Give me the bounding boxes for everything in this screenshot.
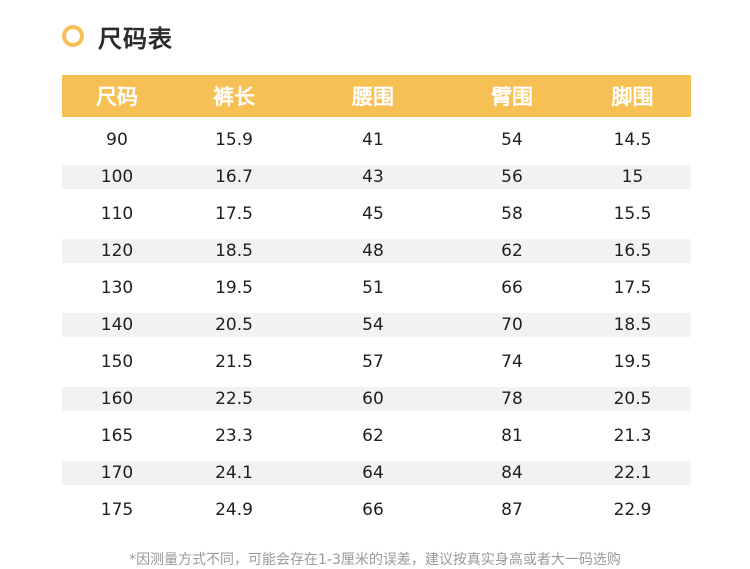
table-row: 150 21.5 57 74 19.5 — [62, 350, 691, 374]
table-row: 130 19.5 51 66 17.5 — [62, 276, 691, 300]
table-row: 140 20.5 54 70 18.5 — [62, 313, 691, 337]
cell-waist: 66 — [362, 500, 384, 520]
cell-pants-length: 23.3 — [215, 426, 253, 446]
cell-size: 160 — [100, 389, 134, 409]
cell-waist: 60 — [362, 389, 384, 409]
cell-size: 120 — [100, 241, 134, 261]
cell-size: 150 — [100, 352, 134, 372]
column-header-ankle: 脚围 — [611, 85, 654, 109]
table-row: 165 23.3 62 81 21.3 — [62, 424, 691, 448]
cell-pants-length: 16.7 — [215, 167, 253, 187]
cell-pants-length: 22.5 — [215, 389, 253, 409]
table-row: 120 18.5 48 62 16.5 — [62, 239, 691, 263]
cell-arm: 66 — [501, 278, 523, 298]
cell-pants-length: 19.5 — [215, 278, 253, 298]
cell-ankle: 21.3 — [613, 426, 652, 446]
column-header-waist: 腰围 — [352, 85, 394, 109]
cell-ankle: 20.5 — [613, 389, 652, 409]
table-row: 100 16.7 43 56 15 — [62, 165, 691, 189]
cell-pants-length: 24.9 — [215, 500, 253, 520]
cell-waist: 62 — [362, 426, 384, 446]
footnote: *因测量方式不同，可能会存在1-3厘米的误差，建议按真实身高或者大一码选购 — [129, 552, 621, 568]
cell-size: 130 — [100, 278, 134, 298]
cell-ankle: 14.5 — [613, 130, 652, 150]
cell-pants-length: 24.1 — [215, 463, 253, 483]
table-row: 90 15.9 41 54 14.5 — [62, 128, 691, 152]
size-table: 尺码 裤长 腰围 臂围 脚围 90 15.9 41 54 14.5 100 16… — [62, 75, 691, 522]
table-row: 110 17.5 45 58 15.5 — [62, 202, 691, 226]
cell-ankle: 17.5 — [613, 278, 652, 298]
cell-pants-length: 21.5 — [215, 352, 253, 372]
cell-ankle: 19.5 — [613, 352, 652, 372]
cell-pants-length: 18.5 — [215, 241, 253, 261]
cell-arm: 78 — [501, 389, 523, 409]
cell-waist: 51 — [362, 278, 384, 298]
cell-ankle: 22.1 — [613, 463, 652, 483]
cell-waist: 48 — [362, 241, 384, 261]
column-header-pants-length: 裤长 — [213, 85, 255, 109]
cell-waist: 45 — [362, 204, 384, 224]
column-header-size: 尺码 — [96, 85, 138, 109]
cell-arm: 81 — [501, 426, 523, 446]
cell-waist: 54 — [362, 315, 384, 335]
cell-pants-length: 15.9 — [215, 130, 253, 150]
section-header: 尺码表 — [62, 18, 173, 54]
cell-size: 170 — [100, 463, 134, 483]
cell-arm: 70 — [501, 315, 523, 335]
cell-ankle: 18.5 — [613, 315, 652, 335]
cell-pants-length: 20.5 — [215, 315, 253, 335]
cell-arm: 87 — [501, 500, 523, 520]
cell-size: 140 — [100, 315, 134, 335]
cell-arm: 84 — [501, 463, 523, 483]
cell-arm: 56 — [501, 167, 523, 187]
cell-arm: 58 — [501, 204, 523, 224]
table-row: 160 22.5 60 78 20.5 — [62, 387, 691, 411]
cell-ankle: 15.5 — [613, 204, 652, 224]
cell-size: 165 — [100, 426, 134, 446]
cell-waist: 41 — [362, 130, 384, 150]
cell-size: 110 — [100, 204, 134, 224]
cell-size: 175 — [100, 500, 134, 520]
cell-ankle: 22.9 — [613, 500, 652, 520]
cell-arm: 54 — [501, 130, 523, 150]
cell-waist: 57 — [362, 352, 384, 372]
table-header: 尺码 裤长 腰围 臂围 脚围 — [62, 75, 691, 117]
cell-size: 90 — [106, 130, 128, 150]
cell-arm: 62 — [501, 241, 523, 261]
table-row: 170 24.1 64 84 22.1 — [62, 461, 691, 485]
cell-size: 100 — [100, 167, 134, 187]
column-header-arm: 臂围 — [491, 85, 533, 109]
ring-icon — [62, 25, 84, 47]
cell-ankle: 16.5 — [613, 241, 652, 261]
cell-pants-length: 17.5 — [215, 204, 253, 224]
section-title: 尺码表 — [98, 24, 173, 53]
cell-ankle: 15 — [621, 167, 644, 187]
cell-waist: 43 — [362, 167, 384, 187]
cell-arm: 74 — [501, 352, 523, 372]
table-row: 175 24.9 66 87 22.9 — [62, 498, 691, 522]
cell-waist: 64 — [362, 463, 384, 483]
